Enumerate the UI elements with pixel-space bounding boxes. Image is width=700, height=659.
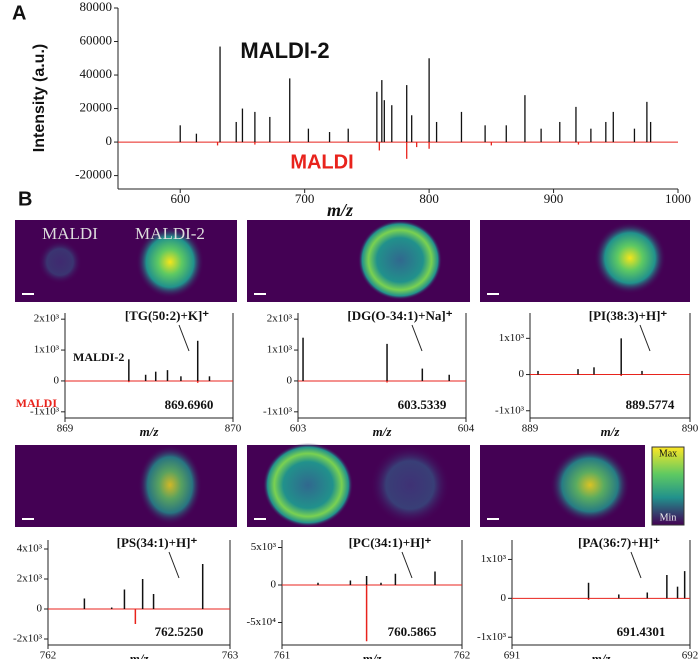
y-tick-label: 0 [106, 133, 113, 148]
annotation-arrow [168, 551, 180, 579]
colorbar-label: Min [660, 512, 677, 523]
annotation-arrow [401, 551, 413, 579]
y-tick-label: 0 [287, 374, 293, 386]
y-tick-label: 80000 [80, 0, 113, 14]
x-tick-label: 889 [522, 423, 539, 435]
x-tick-label: 900 [544, 191, 564, 206]
peak-annotation: [PA(36:7)+H]⁺ [578, 535, 660, 550]
series-label: MALDI-2 [73, 350, 124, 364]
x-axis-label: m/z [130, 651, 150, 659]
x-tick-label: 762 [40, 650, 57, 659]
x-axis-label: m/z [140, 424, 160, 439]
x-tick-label: 604 [458, 423, 475, 435]
y-tick-label: 0 [501, 592, 507, 604]
y-tick-label: 2x10³ [17, 573, 43, 585]
x-tick-label: 870 [225, 423, 242, 435]
peak-annotation: [PC(34:1)+H]⁺ [349, 535, 432, 550]
annotation-arrow [411, 324, 423, 352]
y-tick-label: 20000 [80, 100, 113, 115]
y-tick-label: -20000 [75, 167, 112, 182]
annotation-arrow [178, 324, 190, 352]
y-tick-label: 0 [271, 579, 277, 591]
y-tick-label: 2x10³ [34, 313, 60, 325]
y-tick-label: 40000 [80, 66, 113, 81]
mz-label: 889.5774 [626, 397, 675, 412]
y-tick-label: -1x10³ [477, 631, 507, 643]
image-label: MALDI-2 [135, 224, 205, 243]
x-tick-label: 763 [222, 650, 239, 659]
y-tick-label: -1x10³ [30, 405, 60, 417]
series-label: MALDI [290, 151, 353, 173]
y-tick-label: 1x10³ [499, 332, 525, 344]
y-tick-label: 0 [37, 603, 43, 615]
panel-label: B [18, 188, 32, 210]
x-tick-label: 800 [419, 191, 439, 206]
y-tick-label: -5x10⁴ [247, 616, 277, 628]
image-label: MALDI [42, 224, 98, 243]
series-label: MALDI-2 [240, 38, 329, 63]
y-tick-label: 0 [519, 368, 525, 380]
y-tick-label: 1x10³ [267, 344, 293, 356]
y-tick-label: 60000 [80, 33, 113, 48]
x-tick-label: 700 [295, 191, 315, 206]
y-tick-label: -1x10³ [263, 405, 293, 417]
panel-label: A [12, 2, 26, 24]
x-axis-label: m/z [327, 200, 353, 220]
peak-annotation: [PS(34:1)+H]⁺ [117, 535, 198, 550]
peak-annotation: [DG(O-34:1)+Na]⁺ [347, 308, 452, 323]
x-tick-label: 890 [682, 423, 699, 435]
mz-label: 603.5339 [398, 397, 447, 412]
mz-label: 760.5865 [388, 624, 437, 639]
annotation-arrow [639, 324, 651, 352]
x-axis-label: m/z [363, 651, 383, 659]
images [15, 220, 690, 527]
annotation-arrow [630, 551, 642, 579]
y-tick-label: 4x10³ [17, 543, 43, 555]
x-tick-label: 692 [682, 650, 699, 659]
peak-annotation: [PI(38:3)+H]⁺ [589, 308, 668, 323]
x-tick-label: 762 [454, 650, 471, 659]
x-axis-label: m/z [592, 651, 612, 659]
series-label: MALDI [16, 396, 58, 410]
x-tick-label: 869 [57, 423, 74, 435]
y-tick-label: 5x10³ [251, 541, 277, 553]
x-tick-label: 603 [290, 423, 307, 435]
mz-label: 869.6960 [165, 397, 214, 412]
colorbar-label: Max [659, 448, 677, 459]
y-tick-label: 1x10³ [34, 344, 60, 356]
x-tick-label: 691 [504, 650, 521, 659]
x-tick-label: 1000 [665, 191, 691, 206]
y-tick-label: -1x10³ [495, 404, 525, 416]
y-axis-label: Intensity (a.u.) [31, 44, 48, 152]
y-tick-label: 0 [54, 374, 60, 386]
peak-annotation: [TG(50:2)+K]⁺ [125, 308, 209, 323]
y-tick-label: -2x10³ [13, 633, 43, 645]
x-axis-label: m/z [373, 424, 393, 439]
x-tick-label: 761 [274, 650, 291, 659]
mz-label: 691.4301 [617, 624, 666, 639]
y-tick-label: 1x10³ [481, 553, 507, 565]
x-axis-label: m/z [601, 424, 621, 439]
mz-label: 762.5250 [155, 624, 204, 639]
y-tick-label: 2x10³ [267, 313, 293, 325]
x-tick-label: 600 [170, 191, 190, 206]
